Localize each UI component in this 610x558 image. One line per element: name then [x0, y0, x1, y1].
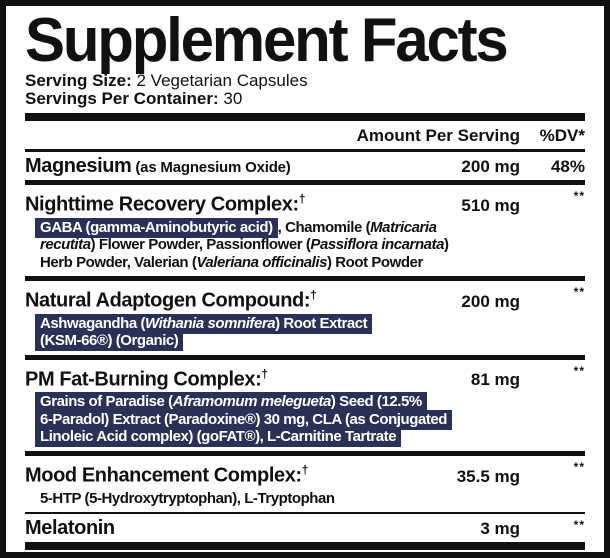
ingredient-name: Melatonin	[25, 517, 400, 540]
latin-name-italic: Matricaria	[370, 218, 437, 236]
ingredient-name-text: Mood Enhancement Complex:	[25, 464, 302, 487]
dagger-symbol: †	[298, 192, 306, 206]
ingredient-sublines: Ashwagandha (Withania somnifera) Root Ex…	[25, 313, 585, 355]
ingredient-row-main: Melatonin 3 mg **	[25, 514, 585, 541]
ingredient-row-pm-fat-burning-complex: PM Fat-Burning Complex:† 81 mg ** Grains of…	[25, 354, 585, 451]
amount-per-serving-header: Amount Per Serving	[356, 126, 520, 145]
serving-size-line: Serving Size: 2 Vegetarian Capsules	[25, 72, 585, 90]
ingredient-row-main: Natural Adaptogen Compound:† 200 mg **	[25, 281, 585, 314]
ingredient-dv: **	[573, 285, 585, 300]
ingredient-text: Linoleic Acid complex) (goFAT®), L-Carni…	[40, 428, 397, 446]
ingredient-name-text: Magnesium	[25, 155, 132, 177]
serving-size-value: 2 Vegetarian Capsules	[136, 71, 308, 90]
label-title: Supplement Facts	[25, 4, 509, 75]
percent-dv-header: %DV*	[539, 126, 585, 145]
dagger-symbol: †	[310, 288, 317, 303]
latin-name-italic: Aframomum melegueta	[172, 393, 332, 411]
ingredient-dv: **	[573, 189, 585, 203]
ingredient-sublines: GABA (gamma-Aminobutyric acid), Chamomil…	[25, 217, 585, 277]
serving-size-label: Serving Size:	[25, 71, 132, 90]
ingredient-name-text: Melatonin	[25, 517, 115, 540]
latin-name-italic: Valeriana officinalis	[196, 253, 328, 271]
highlighted-text: Grains of Paradise (Aframomum melegueta)…	[35, 392, 427, 413]
ingredient-subline: recutita) Flower Powder, Passionflower (…	[40, 236, 585, 254]
ingredient-text: 6-Paradol) Extract (Paradoxine®) 30 mg, …	[40, 410, 447, 428]
ingredient-row-main: Magnesium (as Magnesium Oxide) 200 mg 48%	[25, 152, 585, 180]
ingredient-amount: 35.5 mg	[456, 466, 520, 486]
ingredient-name-text: Nighttime Recovery Complex:	[25, 193, 299, 216]
ingredient-text: ) Root Powder	[327, 253, 423, 271]
ingredient-name: Nighttime Recovery Complex:†	[25, 188, 400, 217]
ingredient-amount: 200 mg	[461, 291, 520, 311]
highlighted-text: GABA (gamma-Aminobutyric acid)	[35, 217, 278, 238]
ingredient-text: 5-HTP (5-Hydroxytryptophan), L-Tryptopha…	[40, 489, 335, 507]
ingredient-name-note: (as Magnesium Oxide)	[131, 159, 291, 176]
ingredient-name: PM Fat-Burning Complex:†	[25, 363, 400, 392]
footnotes: *Percent Daily Value based on a 2,000 ca…	[25, 550, 585, 558]
ingredient-text: Grains of Paradise (	[40, 393, 173, 411]
ingredient-rows: Magnesium (as Magnesium Oxide) 200 mg 48% N…	[25, 152, 585, 541]
ingredient-dv: **	[573, 363, 585, 378]
ingredient-row-main: PM Fat-Burning Complex:† 81 mg **	[25, 360, 585, 393]
ingredient-subline: 5-HTP (5-Hydroxytryptophan), L-Tryptopha…	[40, 490, 585, 508]
ingredient-text: Herb Powder, Valerian (	[40, 253, 197, 271]
ingredient-text: )	[444, 236, 449, 254]
ingredient-sublines: 5-HTP (5-Hydroxytryptophan), L-Tryptopha…	[25, 489, 585, 513]
highlighted-text: Linoleic Acid complex) (goFAT®), L-Carni…	[35, 427, 402, 448]
ingredient-name: Mood Enhancement Complex:†	[25, 459, 400, 488]
servings-per-container-value: 30	[223, 89, 243, 108]
ingredient-name-text: Natural Adaptogen Compound:	[25, 289, 311, 312]
column-header-row: Amount Per Serving %DV*	[25, 121, 585, 152]
ingredient-dv: **	[573, 459, 585, 474]
divider-thick-bottom	[25, 542, 585, 551]
ingredient-row-main: Nighttime Recovery Complex:† 510 mg **	[25, 185, 585, 218]
servings-per-container-line: Servings Per Container: 30	[25, 90, 585, 108]
latin-name-italic: recutita	[40, 236, 91, 254]
ingredient-subline: Grains of Paradise (Aframomum melegueta)…	[35, 392, 585, 413]
divider-thick-top	[25, 113, 585, 121]
ingredient-subline: Herb Powder, Valerian (Valeriana officin…	[40, 254, 585, 272]
footnote-percent-daily-value: *Percent Daily Value based on a 2,000 ca…	[25, 554, 585, 558]
ingredient-row-magnesium: Magnesium (as Magnesium Oxide) 200 mg 48%	[25, 152, 585, 180]
ingredient-amount: 510 mg	[461, 195, 520, 215]
highlighted-text: 6-Paradol) Extract (Paradoxine®) 30 mg, …	[35, 409, 452, 430]
ingredient-dv: **	[573, 518, 585, 533]
ingredient-text: ) Root Extract	[275, 314, 368, 332]
ingredient-subline: (KSM-66®) (Organic)	[35, 331, 585, 352]
ingredient-text: ) Flower Powder, Passionflower (	[90, 236, 311, 254]
ingredient-name: Natural Adaptogen Compound:†	[25, 284, 400, 313]
servings-per-container-label: Servings Per Container:	[25, 89, 219, 108]
ingredient-row-melatonin: Melatonin 3 mg **	[25, 512, 585, 541]
ingredient-subline: Linoleic Acid complex) (goFAT®), L-Carni…	[35, 427, 585, 448]
dagger-symbol: †	[261, 366, 268, 381]
ingredient-amount: 200 mg	[461, 157, 520, 176]
ingredient-sublines: Grains of Paradise (Aframomum melegueta)…	[25, 392, 585, 451]
highlighted-text: Ashwagandha (Withania somnifera) Root Ex…	[35, 313, 373, 334]
ingredient-text: , Chamomile (	[277, 218, 371, 236]
ingredient-name: Magnesium (as Magnesium Oxide)	[25, 155, 400, 179]
ingredient-text: GABA (gamma-Aminobutyric acid)	[40, 218, 273, 236]
ingredient-text: ) Seed (12.5%	[330, 393, 422, 411]
ingredient-subline: 6-Paradol) Extract (Paradoxine®) 30 mg, …	[35, 409, 585, 430]
ingredient-subline: Ashwagandha (Withania somnifera) Root Ex…	[35, 313, 585, 334]
ingredient-row-nighttime-recovery-complex: Nighttime Recovery Complex:† 510 mg ** GABA…	[25, 180, 585, 276]
highlighted-text: (KSM-66®) (Organic)	[35, 331, 184, 352]
ingredient-row-mood-enhancement-complex: Mood Enhancement Complex:† 35.5 mg ** 5-HTP…	[25, 450, 585, 513]
ingredient-dv: 48%	[550, 157, 585, 176]
ingredient-text: Ashwagandha (	[40, 314, 145, 332]
ingredient-row-main: Mood Enhancement Complex:† 35.5 mg **	[25, 456, 585, 489]
ingredient-text: (KSM-66®) (Organic)	[40, 332, 179, 350]
ingredient-amount: 81 mg	[470, 370, 520, 390]
ingredient-row-natural-adaptogen-compound: Natural Adaptogen Compound:† 200 mg ** Ashw…	[25, 276, 585, 355]
ingredient-name-text: PM Fat-Burning Complex:	[25, 368, 262, 391]
dagger-symbol: †	[301, 462, 309, 477]
latin-name-italic: Withania somnifera	[145, 314, 276, 332]
ingredient-amount: 3 mg	[480, 519, 520, 539]
ingredient-subline: GABA (gamma-Aminobutyric acid), Chamomil…	[35, 217, 585, 238]
latin-name-italic: Passiflora incarnata	[310, 236, 444, 254]
